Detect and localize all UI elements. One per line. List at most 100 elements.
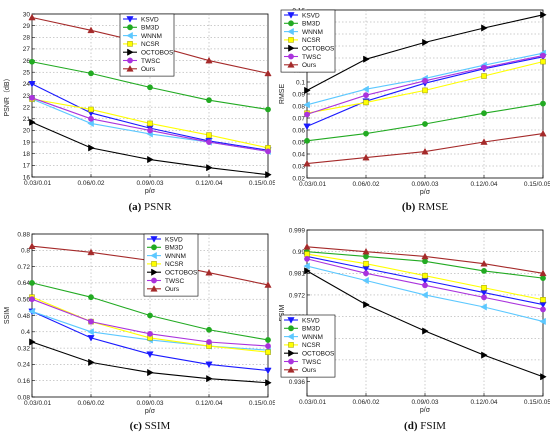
data-point-twsc: [481, 64, 487, 71]
y-tick-label: 0.56: [17, 297, 30, 304]
data-point-ncsr: [481, 284, 487, 291]
y-axis-label: RMSE: [279, 84, 286, 105]
legend-marker: [288, 349, 295, 357]
x-tick-label: 0.09/0.03: [411, 181, 438, 188]
y-tick-label: 0.72: [17, 264, 30, 271]
data-point-ours: [87, 26, 95, 34]
legend-marker: [287, 12, 295, 19]
legend-label: OCTOBOS: [302, 46, 335, 53]
data-point-octobos: [481, 351, 488, 359]
data-point-octobos: [304, 267, 311, 275]
y-tick-label: 28: [23, 35, 31, 42]
legend-label: OCTOBOS: [165, 270, 198, 277]
legend-marker: [150, 285, 158, 292]
x-tick-label: 0.06/0.02: [352, 399, 379, 406]
data-point-wnnm: [480, 303, 487, 311]
legend-marker: [127, 48, 134, 56]
y-tick-label: 0.08: [292, 103, 305, 110]
y-tick-label: 0.16: [17, 378, 30, 385]
data-point-octobos: [265, 379, 272, 387]
x-axis-label: p/σ: [145, 408, 156, 415]
legend-marker: [287, 61, 295, 68]
data-point-twsc: [265, 148, 271, 155]
x-tick-label: 0.12/0.04: [470, 399, 497, 406]
panel-caption: (b) RMSE: [402, 201, 448, 213]
y-tick-label: 0.08: [17, 394, 30, 401]
y-axis-label: SSIM: [4, 307, 11, 324]
y-tick-label: 0.8: [21, 248, 30, 255]
legend-marker: [288, 342, 294, 348]
data-point-octobos: [265, 171, 272, 179]
y-tick-label: 0.999: [289, 227, 306, 234]
data-point-twsc: [363, 270, 369, 277]
legend-marker: [127, 57, 133, 64]
data-point-bm3d: [540, 275, 546, 282]
data-point-wnnm: [87, 119, 94, 128]
data-point-twsc: [540, 52, 546, 59]
y-tick-label: 0.981: [289, 271, 306, 278]
x-tick-label: 0.03/0.01: [299, 181, 326, 188]
legend-label: Ours: [165, 286, 180, 293]
data-point-bm3d: [265, 106, 271, 113]
legend-marker: [151, 261, 157, 267]
fsim-chart: 0.9360.9450.9540.9630.9720.9810.990.9990…: [279, 227, 550, 432]
data-point-ncsr: [147, 120, 153, 127]
legend-marker: [288, 37, 294, 43]
legend-marker: [151, 277, 157, 284]
legend-label: OCTOBOS: [302, 351, 335, 358]
data-point-ncsr: [363, 260, 369, 267]
x-tick-label: 0.12/0.04: [195, 400, 222, 407]
legend-label: NCSR: [141, 41, 160, 48]
data-point-bm3d: [29, 280, 35, 286]
legend-marker: [151, 244, 157, 251]
y-tick-label: 21: [23, 116, 31, 123]
y-tick-label: 0.936: [289, 379, 306, 386]
y-tick-label: 27: [23, 46, 31, 53]
legend-label: Ours: [302, 62, 317, 69]
legend-label: NCSR: [302, 342, 321, 349]
data-point-ncsr: [481, 73, 487, 79]
data-point-ours: [362, 153, 370, 161]
y-tick-label: 0.03: [292, 163, 305, 170]
legend-label: TWSC: [302, 359, 321, 366]
y-tick-label: 0.88: [17, 231, 30, 238]
x-tick-label: 0.06/0.02: [352, 181, 379, 188]
data-point-ours: [264, 281, 272, 288]
data-point-twsc: [481, 294, 487, 301]
data-point-ncsr: [422, 272, 428, 279]
data-point-bm3d: [29, 58, 35, 65]
x-tick-label: 0.15/0.05: [249, 400, 275, 407]
data-point-bm3d: [304, 137, 310, 144]
data-point-bm3d: [363, 130, 369, 137]
x-axis: 0.03/0.01 0.06/0.02 0.09/0.03 0.12/0.04 0.15…: [299, 230, 550, 406]
legend-marker: [127, 41, 133, 47]
data-point-twsc: [363, 92, 369, 99]
data-point-octobos: [206, 375, 213, 383]
data-point-ours: [421, 252, 429, 260]
data-point-ours: [87, 248, 95, 256]
y-tick-label: 20: [23, 128, 31, 135]
data-point-wnnm: [362, 276, 369, 285]
y-tick-label: 16: [23, 174, 31, 181]
data-point-twsc: [540, 306, 546, 313]
legend-label: TWSC: [141, 58, 160, 65]
x-tick-label: 0.09/0.03: [136, 400, 163, 407]
data-point-ncsr: [363, 99, 369, 106]
legend-marker: [288, 53, 294, 60]
data-point-wnnm: [421, 291, 428, 299]
data-point-bm3d: [481, 110, 487, 117]
data-point-twsc: [29, 94, 35, 101]
legend-marker: [288, 44, 295, 52]
legend-label: WNNM: [165, 253, 186, 260]
x-tick-label: 0.15/0.05: [524, 399, 550, 406]
data-point-octobos: [29, 118, 36, 126]
data-point-ours: [421, 147, 429, 155]
legend-label: OCTOBOS: [141, 50, 174, 57]
x-tick-label: 0.03/0.01: [24, 180, 51, 187]
y-tick-label: 0.06: [292, 127, 305, 134]
data-point-octobos: [88, 144, 95, 152]
y-axis: 16 17 18 19 20 21 22 23 24 25 26 27 28 29 30: [23, 11, 268, 181]
data-point-bm3d: [422, 258, 428, 265]
